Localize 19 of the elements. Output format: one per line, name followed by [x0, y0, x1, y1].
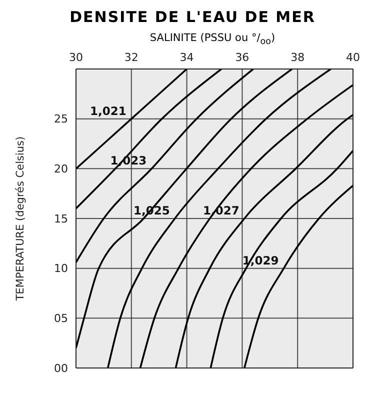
chart-title: DENSITE DE L'EAU DE MER	[68, 8, 316, 26]
x-axis-title: SALINITE (PSSU ou °/$_{oo}$)	[148, 32, 276, 48]
x-tick-label: 36	[235, 51, 250, 64]
y-tick-label: 20	[54, 162, 68, 176]
line-series	[76, 69, 293, 350]
x-tick-label: 38	[290, 51, 305, 64]
x-tick-label: 32	[124, 51, 138, 64]
y-tick-label: 05	[54, 312, 68, 326]
y-tick-label: 00	[54, 362, 68, 375]
y-axis-title: TEMPERATURE (degrés Celsius)	[14, 136, 27, 302]
line-series	[174, 114, 353, 368]
y-tick-label: 10	[54, 262, 68, 276]
line-series	[244, 184, 353, 368]
series-label: 1,021	[90, 104, 126, 118]
x-tick-label: 34	[180, 51, 194, 64]
x-tick-label: 30	[69, 51, 83, 64]
y-tick-label: 15	[54, 212, 68, 226]
x-tick-label: 40	[346, 51, 360, 64]
y-tick-label: 25	[54, 112, 68, 126]
